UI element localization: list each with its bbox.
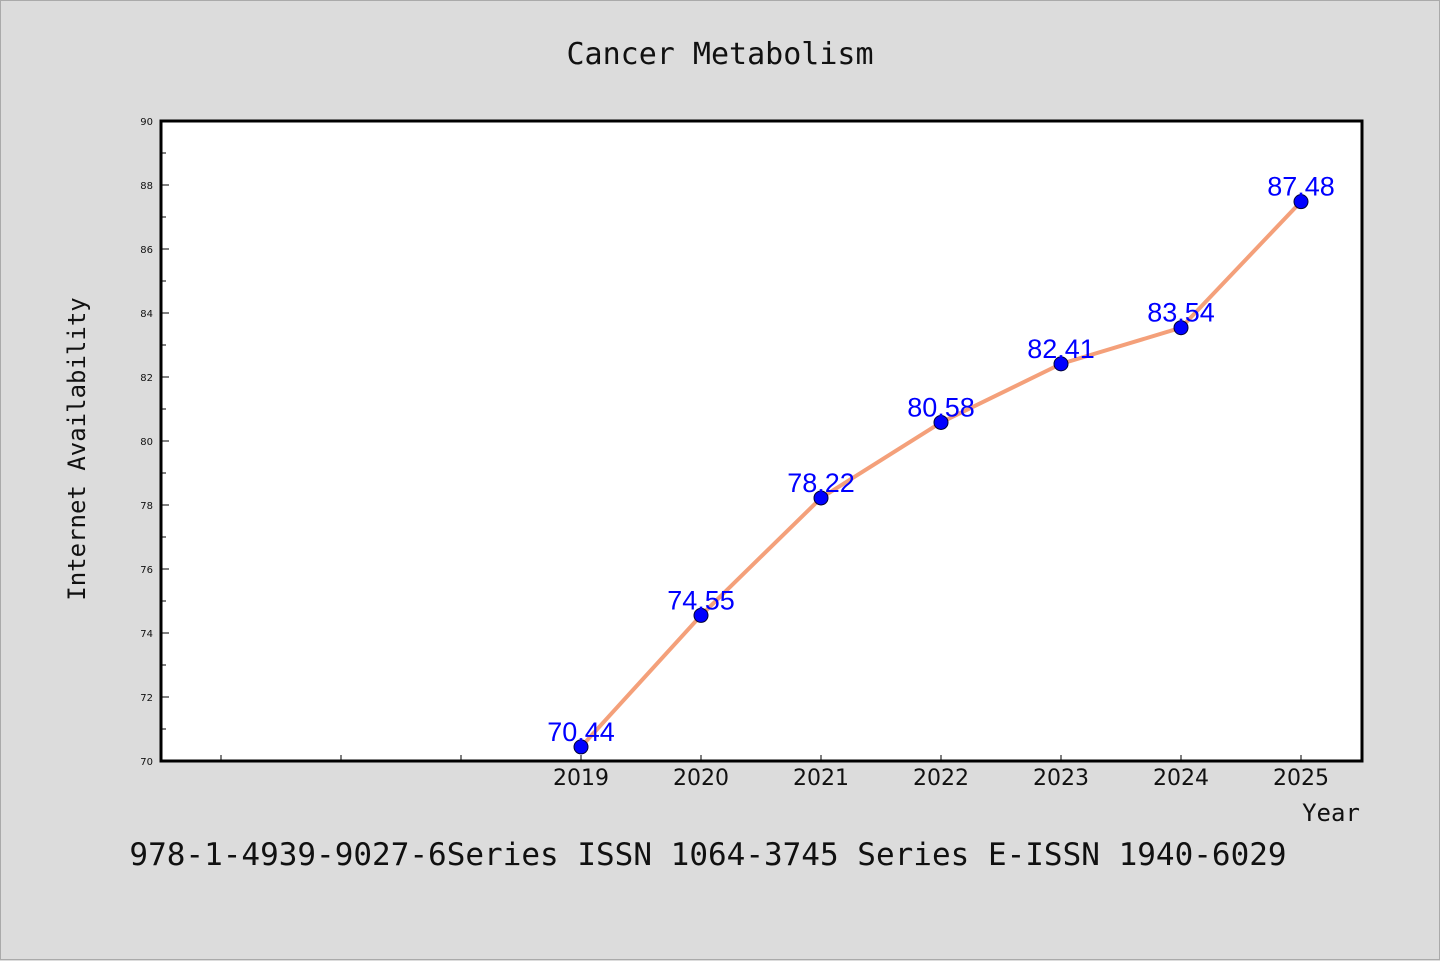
data-label: 74.55 <box>667 585 735 615</box>
data-label: 83.54 <box>1147 298 1215 328</box>
data-label: 78.22 <box>787 468 855 498</box>
y-axis-ticks: 70 72 74 76 78 80 82 84 86 88 90 <box>140 117 169 768</box>
plot-area <box>159 119 1364 763</box>
y-tick-label: 72 <box>140 693 153 704</box>
y-tick-label: 82 <box>140 373 153 384</box>
chart-title: Cancer Metabolism <box>566 37 873 72</box>
x-tick-label: 2019 <box>553 766 609 791</box>
data-point <box>693 607 709 623</box>
x-tick-label: 2020 <box>673 766 729 791</box>
y-tick-label: 84 <box>140 309 153 320</box>
data-point <box>813 490 829 506</box>
x-tick-label: 2024 <box>1153 766 1209 791</box>
data-point <box>1293 194 1309 210</box>
x-tick-label: 2025 <box>1273 766 1329 791</box>
footer-isbn-issn: 978-1-4939-9027-6Series ISSN 1064-3745 S… <box>129 837 1286 873</box>
y-tick-label: 70 <box>140 757 153 768</box>
x-tick-label: 2023 <box>1033 766 1089 791</box>
y-tick-label: 78 <box>140 501 153 512</box>
x-axis-label: Year <box>1302 799 1360 827</box>
data-label: 87.48 <box>1267 172 1335 202</box>
data-label: 70.44 <box>547 717 615 747</box>
y-tick-label: 80 <box>140 437 153 448</box>
x-tick-label: 2021 <box>793 766 849 791</box>
x-axis-ticks: 2019 2020 2021 2022 2023 2024 2025 <box>220 755 1329 791</box>
y-tick-label: 86 <box>140 245 153 256</box>
data-point <box>1053 356 1069 372</box>
x-tick-label: 2022 <box>913 766 969 791</box>
y-tick-label: 74 <box>140 629 153 640</box>
series-group: 70.44 74.55 78.22 80.58 82.41 83.54 87.48 <box>547 172 1335 755</box>
data-point <box>1173 320 1189 336</box>
y-tick-label: 88 <box>140 181 153 192</box>
data-label: 80.58 <box>907 392 975 422</box>
y-tick-label: 90 <box>140 117 153 128</box>
data-label: 82.41 <box>1027 334 1095 364</box>
y-tick-label: 76 <box>140 565 153 576</box>
data-point <box>933 414 949 430</box>
data-point <box>573 739 589 755</box>
y-axis-label: Internet Availability <box>63 297 91 600</box>
